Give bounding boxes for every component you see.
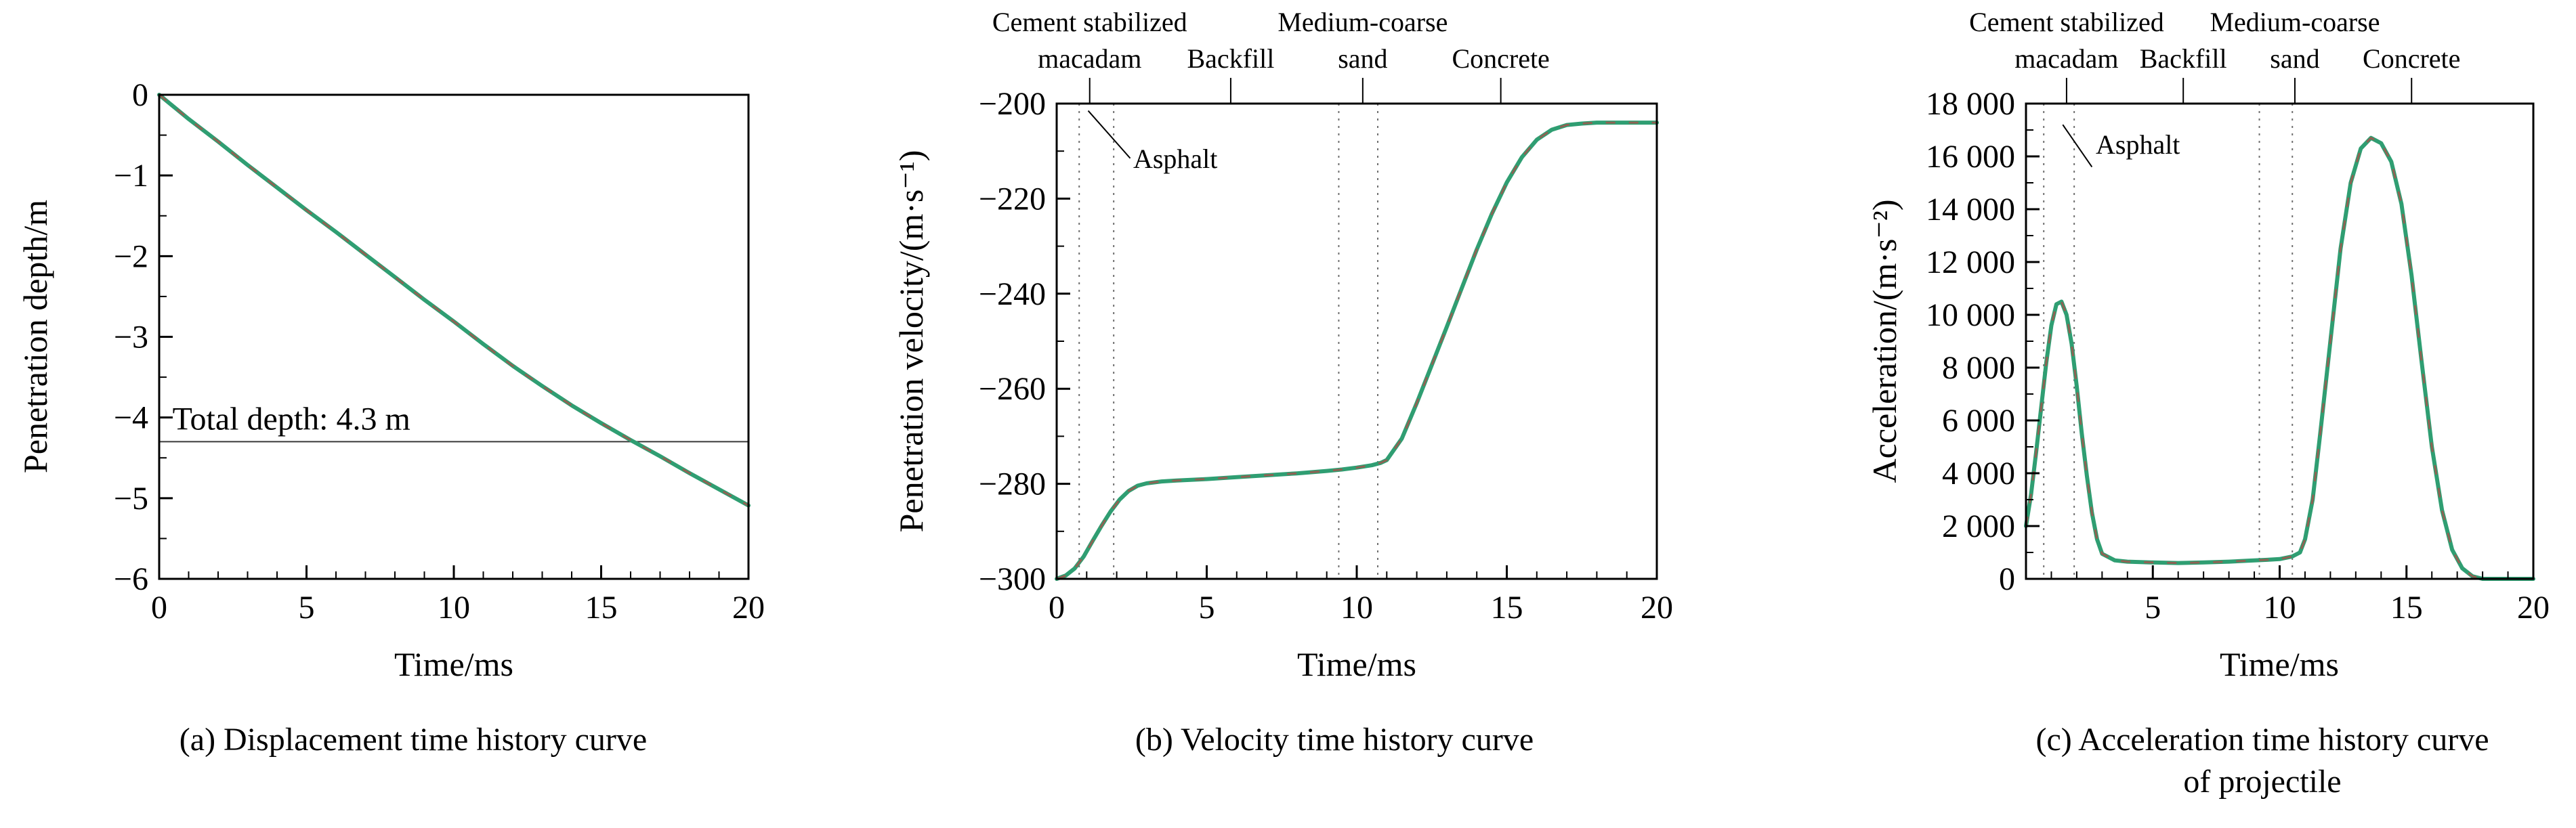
y-tick-label: −6: [114, 561, 148, 597]
axis-ticks: [158, 93, 750, 580]
acceleration-y-axis-title: Acceleration/(m·s⁻²): [1865, 199, 1903, 483]
layer-label-line2: Concrete: [2363, 43, 2460, 74]
plot-area: [2024, 104, 2535, 581]
y-tick-label: 0: [1999, 561, 2015, 597]
layer-label: Cement stabilized macadam: [992, 7, 1187, 104]
velocity-x-axis-title: Time/ms: [1296, 645, 1416, 683]
y-tick-label: −240: [979, 276, 1046, 312]
x-tick-label: 15: [1491, 590, 1523, 626]
data-curve: [1055, 121, 1659, 581]
axis-ticks: [2025, 102, 2535, 580]
x-tick-label: 15: [585, 590, 618, 626]
data-curve: [2024, 135, 2535, 581]
layer-label-line2: Concrete: [1452, 43, 1549, 74]
velocity-y-axis-title: Penetration velocity/(m·s⁻¹): [892, 150, 930, 533]
data-curve: [157, 93, 751, 508]
y-tick-label: 16 000: [1926, 139, 2015, 175]
x-tick-label: 20: [2517, 590, 2550, 626]
plot-frame: [2025, 102, 2535, 580]
y-tick-label: −220: [979, 181, 1046, 217]
asphalt-label: Asphalt: [2096, 129, 2180, 160]
x-tick-label: 10: [438, 590, 470, 626]
asphalt-annotation: Asphalt: [1087, 110, 1217, 174]
x-tick-label: 10: [2264, 590, 2296, 626]
y-tick-label: −280: [979, 466, 1046, 502]
data-curve-overlay: [2025, 137, 2533, 580]
layer-label: Cement stabilized macadam: [1969, 7, 2164, 104]
y-tick-label: −5: [114, 481, 148, 517]
asphalt-leader-line: [1087, 110, 1131, 159]
x-tick-label: 10: [1340, 590, 1373, 626]
displacement-x-axis-title: Time/ms: [394, 645, 513, 683]
y-tick-label: −1: [114, 158, 148, 194]
displacement-chart: Total depth: 4.3 m 0 5 10 15 20 0 −1 −2 −3 −4 −5 −6: [114, 77, 765, 626]
y-tick-label: 8 000: [1942, 350, 2015, 386]
x-tick-label: 5: [2145, 590, 2161, 626]
panel-acceleration: 5 10 15 20 18 000 16 000 14 000 12 000 10 000 8 0…: [1700, 0, 2576, 828]
layer-label-line1: Cement stabilized: [992, 7, 1187, 37]
layer-label-line2: Backfill: [1187, 43, 1275, 74]
y-tick-label: 18 000: [1926, 86, 2015, 122]
total-depth-label: Total depth: 4.3 m: [173, 401, 410, 437]
asphalt-leader-line: [2062, 124, 2093, 168]
layer-label-line2: Backfill: [2140, 43, 2227, 74]
panel-displacement: Total depth: 4.3 m 0 5 10 15 20 0 −1 −2 −3 −4 −5 −6 …: [0, 0, 799, 828]
displacement-y-axis-title: Penetration depth/m: [16, 199, 54, 474]
y-tick-label: −300: [979, 561, 1046, 597]
x-tick-label: 20: [1641, 590, 1673, 626]
y-tick-label: 6 000: [1942, 403, 2015, 439]
tick-labels: 0 5 10 15 20 0 −1 −2 −3 −4 −5 −6: [114, 77, 765, 626]
layer-label-line2: macadam: [1038, 43, 1141, 74]
y-tick-label: −4: [114, 400, 148, 436]
axis-ticks: [1055, 102, 1658, 580]
layer-label: Backfill: [2140, 43, 2227, 104]
layer-label-line1: Medium-coarse: [1278, 7, 1448, 37]
plot-area: [1055, 104, 1659, 581]
plot-frame: [1055, 102, 1658, 580]
tick-labels: 5 10 15 20 18 000 16 000 14 000 12 000 10 000 8 0…: [1926, 86, 2550, 626]
y-tick-label: −2: [114, 238, 148, 274]
acceleration-chart: 5 10 15 20 18 000 16 000 14 000 12 000 10 000 8 0…: [1926, 7, 2550, 626]
layer-label: Backfill: [1187, 43, 1275, 104]
layer-label-line2: sand: [1338, 43, 1387, 74]
velocity-chart: 0 5 10 15 20 −200 −220 −240 −260 −280 −300 Cement s…: [979, 7, 1673, 626]
displacement-caption: (a) Displacement time history curve: [179, 722, 648, 758]
y-tick-label: −3: [114, 320, 148, 355]
asphalt-annotation: Asphalt: [2062, 124, 2180, 168]
layer-label: Concrete: [1452, 43, 1550, 104]
x-tick-label: 5: [299, 590, 315, 626]
data-curve-overlay: [159, 93, 749, 506]
acceleration-caption: (c) Acceleration time history curve of p…: [2035, 722, 2489, 800]
panel-velocity: 0 5 10 15 20 −200 −220 −240 −260 −280 −300 Cement s…: [799, 0, 1700, 828]
x-tick-label: 0: [151, 590, 167, 626]
layer-label-line1: Cement stabilized: [1969, 7, 2164, 37]
y-tick-label: 14 000: [1926, 192, 2015, 227]
layer-label-line1: Medium-coarse: [2210, 7, 2380, 37]
y-tick-label: 10 000: [1926, 297, 2015, 333]
acceleration-x-axis-title: Time/ms: [2219, 645, 2339, 683]
y-tick-label: 4 000: [1942, 456, 2015, 492]
x-tick-label: 5: [1199, 590, 1215, 626]
x-tick-label: 15: [2390, 590, 2423, 626]
y-tick-label: −260: [979, 371, 1046, 407]
velocity-caption: (b) Velocity time history curve: [1135, 722, 1534, 758]
tick-labels: 0 5 10 15 20 −200 −220 −240 −260 −280 −300: [979, 86, 1673, 626]
plot-area: Total depth: 4.3 m: [157, 93, 751, 508]
layer-label: Medium-coarse sand: [2210, 7, 2380, 104]
x-tick-label: 0: [1049, 590, 1065, 626]
layer-label-line2: macadam: [2014, 43, 2118, 74]
layer-label: Concrete: [2363, 43, 2460, 104]
y-tick-label: −200: [979, 86, 1046, 122]
y-tick-label: 2 000: [1942, 508, 2015, 544]
x-tick-label: 20: [732, 590, 765, 626]
y-tick-label: 12 000: [1926, 244, 2015, 280]
asphalt-label: Asphalt: [1133, 144, 1217, 174]
y-tick-label: 0: [132, 77, 148, 113]
data-curve-overlay: [1056, 121, 1657, 580]
layer-label-line2: sand: [2270, 43, 2319, 74]
layer-label: Medium-coarse sand: [1278, 7, 1448, 104]
